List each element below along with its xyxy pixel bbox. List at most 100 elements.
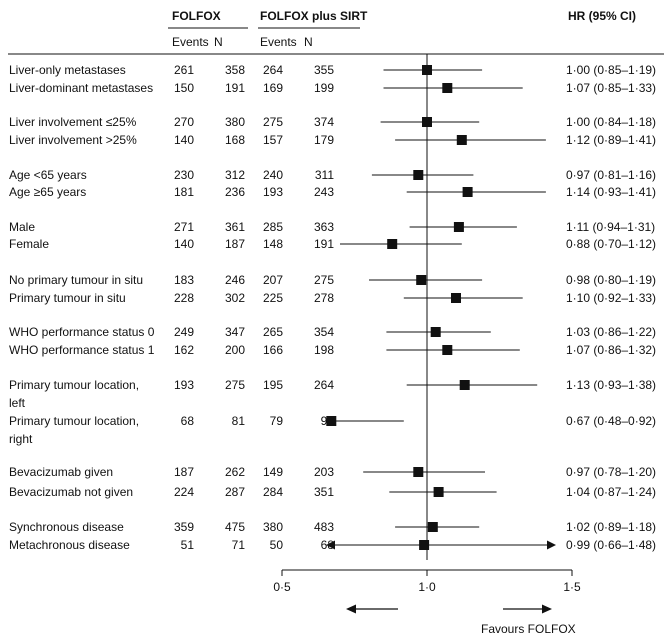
table-row: Liver involvement ≤25% 270 380 275 374 1·00 (… (9, 115, 656, 129)
sirt-n: 311 (315, 168, 334, 182)
subgroup-label: WHO performance status 0 (9, 325, 155, 339)
hr-ci-text: 1·00 (0·84–1·18) (566, 115, 656, 129)
sirt-n: 275 (314, 273, 334, 287)
subgroup-label: Metachronous disease (9, 538, 130, 552)
subgroup-label: No primary tumour in situ (9, 273, 143, 287)
group1-events-header: Events (172, 35, 209, 49)
folfox-events: 359 (174, 520, 194, 534)
folfox-events: 162 (174, 343, 194, 357)
hr-ci-text: 1·10 (0·92–1·33) (566, 291, 656, 305)
subgroup-label: Liver involvement >25% (9, 133, 137, 147)
hr-point (413, 170, 424, 180)
folfox-events: 140 (174, 237, 194, 251)
subgroup-label: Bevacizumab not given (9, 485, 133, 499)
folfox-events: 193 (174, 378, 194, 392)
sirt-events: 157 (263, 133, 283, 147)
subgroup-label: Female (9, 237, 49, 251)
subgroup-label: Liver involvement ≤25% (9, 115, 137, 129)
hr-point (442, 345, 453, 355)
sirt-events: 264 (263, 63, 283, 77)
hr-ci-text: 1·07 (0·86–1·32) (566, 343, 656, 357)
table-row: Synchronous disease 359 475 380 483 1·02 (0·8… (9, 520, 656, 534)
favours-label: Favours FOLFOX (481, 622, 576, 636)
subgroup-label: Primary tumour location, (9, 414, 139, 428)
folfox-n: 312 (225, 168, 245, 182)
folfox-events: 261 (174, 63, 194, 77)
sirt-n: 354 (314, 325, 334, 339)
sirt-events: 169 (263, 81, 283, 95)
hr-ci-text: 1·04 (0·87–1·24) (566, 485, 656, 499)
table-row: Bevacizumab given 187 262 149 203 0·97 (0·78–… (9, 465, 656, 479)
hr-ci-text: 0·67 (0·48–0·92) (566, 414, 656, 428)
sirt-n: 483 (314, 520, 334, 534)
sirt-events: 148 (263, 237, 283, 251)
hr-ci-text: 1·02 (0·89–1·18) (566, 520, 656, 534)
folfox-events: 224 (174, 485, 194, 499)
table-row: Primary tumour location,right688179980·6… (9, 414, 656, 446)
sirt-events: 380 (263, 520, 283, 534)
hr-point (442, 83, 453, 93)
hr-point (430, 327, 441, 337)
folfox-n: 475 (225, 520, 245, 534)
x-tick-label: 1·5 (563, 580, 581, 594)
folfox-n: 347 (225, 325, 245, 339)
folfox-events: 187 (174, 465, 194, 479)
sirt-n: 363 (314, 220, 334, 234)
folfox-events: 271 (174, 220, 194, 234)
sirt-n: 199 (314, 81, 334, 95)
folfox-n: 275 (225, 378, 245, 392)
sirt-events: 166 (263, 343, 283, 357)
hr-ci-text: 1·11 (0·94–1·31) (566, 220, 655, 234)
x-tick-label: 1·0 (418, 580, 436, 594)
hr-column-header: HR (95% CI) (568, 9, 636, 23)
sirt-events: 79 (270, 414, 284, 428)
hr-point (433, 487, 444, 497)
sirt-events: 240 (263, 168, 283, 182)
group2-events-header: Events (260, 35, 297, 49)
folfox-n: 236 (225, 185, 245, 199)
table-row: No primary tumour in situ 183 246 207 275 0·9… (9, 273, 656, 287)
subgroup-label: Primary tumour in situ (9, 291, 126, 305)
hr-ci-text: 1·07 (0·85–1·33) (566, 81, 656, 95)
sirt-events: 285 (263, 220, 283, 234)
hr-point (451, 293, 461, 303)
table-row: Male 271 361 285 363 1·11 (0·94–1·31) (9, 220, 655, 234)
sirt-n: 179 (314, 133, 334, 147)
subgroup-label: Liver-only metastases (9, 63, 126, 77)
sirt-n: 374 (314, 115, 334, 129)
hr-point (456, 135, 467, 145)
folfox-n: 200 (225, 343, 245, 357)
hr-point (416, 275, 427, 285)
folfox-events: 249 (174, 325, 194, 339)
folfox-n: 81 (232, 414, 246, 428)
folfox-n: 71 (232, 538, 246, 552)
ci-arrow-left (326, 540, 335, 550)
group1-n-header: N (214, 35, 223, 49)
x-axis: 0·5 1·0 1·5 (273, 569, 581, 594)
sirt-events: 207 (263, 273, 283, 287)
folfox-n: 187 (225, 237, 245, 251)
subgroup-label: Age ≥65 years (9, 185, 86, 199)
folfox-events: 68 (181, 414, 195, 428)
sirt-n: 355 (314, 63, 334, 77)
sirt-events: 193 (263, 185, 283, 199)
hr-ci-text: 0·99 (0·66–1·48) (566, 538, 656, 552)
subgroup-label: Bevacizumab given (9, 465, 113, 479)
sirt-n: 278 (314, 291, 334, 305)
table-row: Age ≥65 years 181 236 193 243 1·14 (0·93–1·41… (9, 185, 656, 199)
folfox-events: 228 (174, 291, 194, 305)
subgroup-label-line2: left (9, 396, 26, 410)
group2-n-header: N (304, 35, 313, 49)
sirt-n: 351 (314, 485, 334, 499)
hr-point (326, 416, 337, 426)
table-row: Liver-only metastases 261 358 264 355 1·00 (0… (9, 63, 656, 77)
hr-point (413, 467, 424, 477)
folfox-n: 302 (225, 291, 245, 305)
folfox-n: 287 (225, 485, 245, 499)
folfox-events: 270 (174, 115, 194, 129)
hr-point (422, 65, 432, 75)
sirt-n: 203 (314, 465, 334, 479)
subgroup-label: Primary tumour location, (9, 378, 139, 392)
folfox-n: 168 (225, 133, 245, 147)
